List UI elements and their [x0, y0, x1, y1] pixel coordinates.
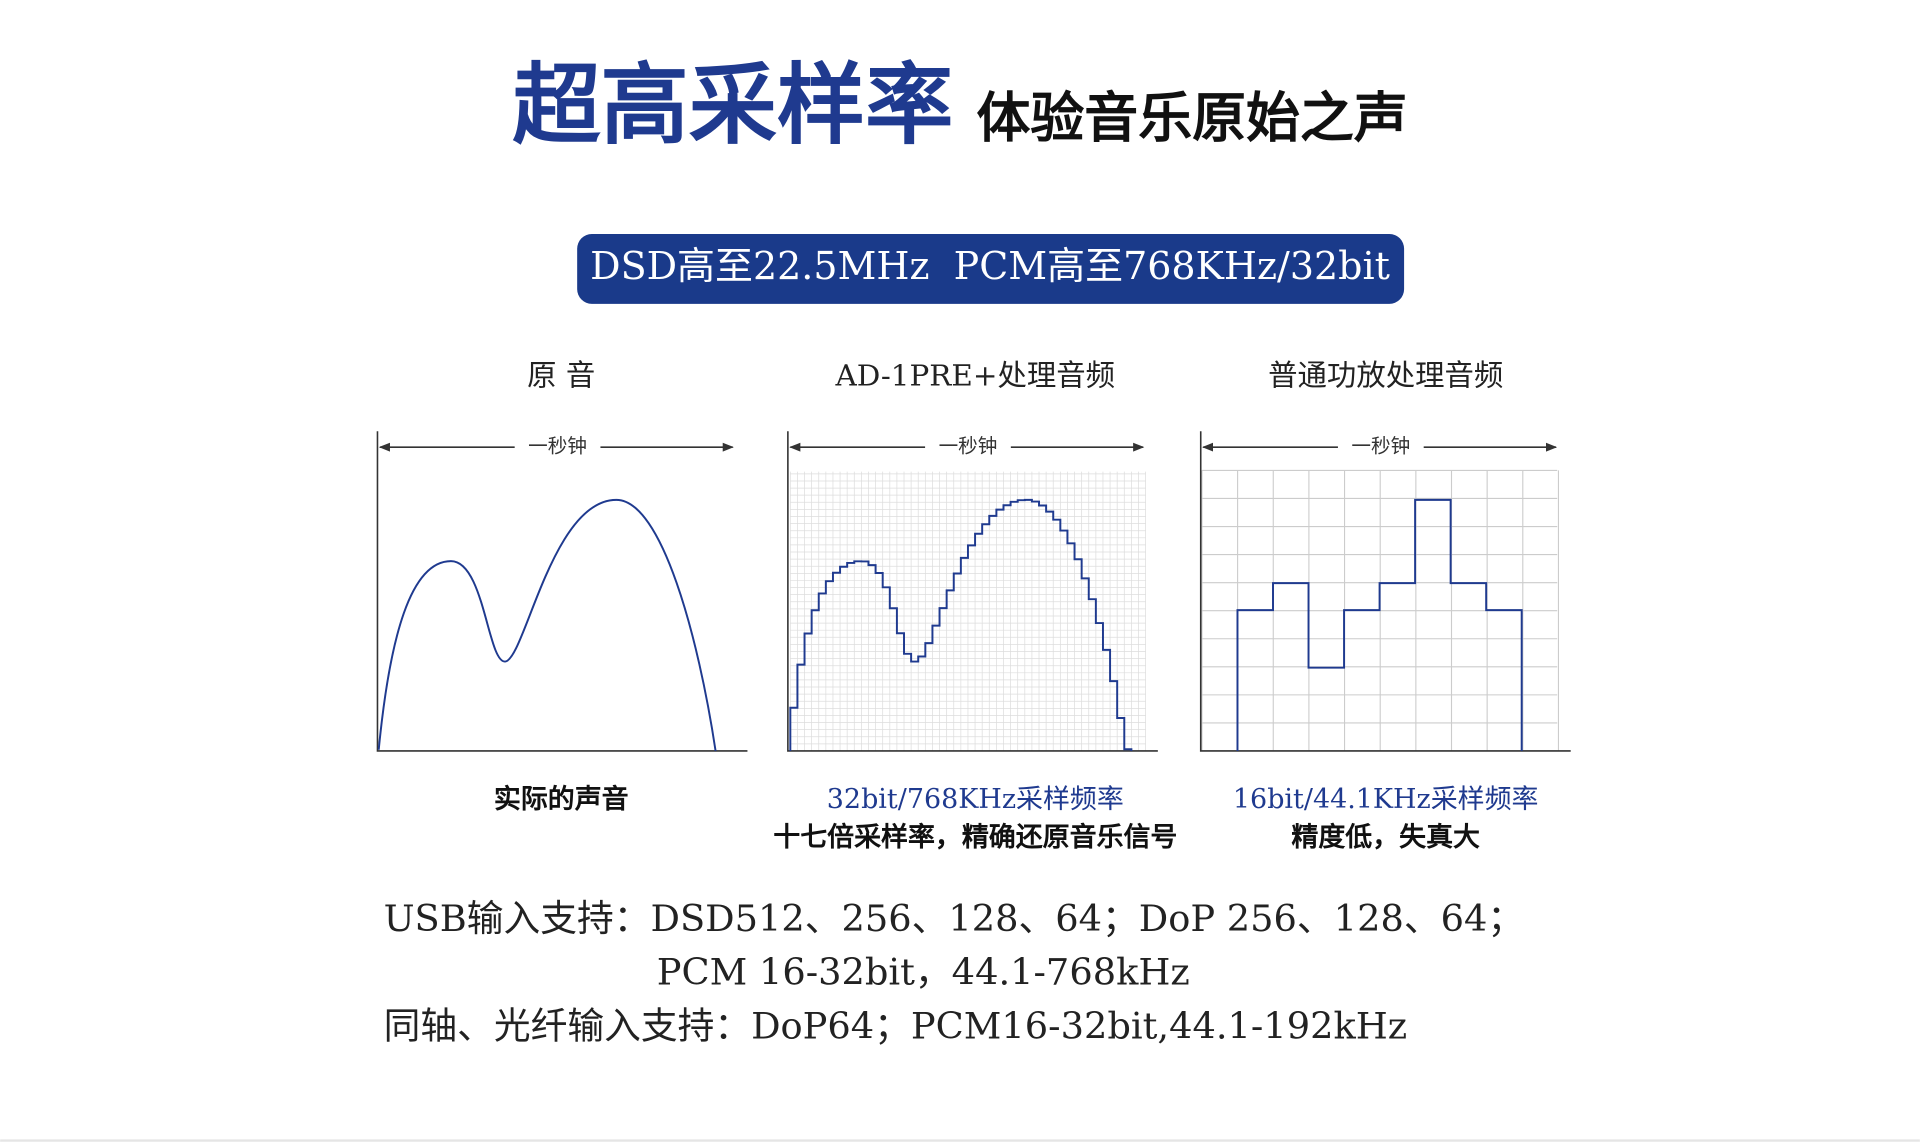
badge-bg [577, 233, 1405, 304]
waveform [789, 498, 1133, 751]
title: 超高采样率 [512, 53, 953, 157]
waveform [377, 498, 717, 752]
caption: 实际的声音 [494, 783, 629, 815]
axes [1199, 431, 1571, 752]
panel-heading: 原 音 [527, 358, 595, 392]
duration-label: 一秒钟 [1351, 435, 1410, 458]
spec-line: USB输入支持：DSD512、256、128、64；DoP 256、128、64… [384, 897, 1525, 940]
subtitle: 体验音乐原始之声 [977, 86, 1408, 150]
badge: DSD高至22.5MHz PCM高至768KHz/32bit [590, 244, 1390, 288]
panel-heading: 普通功放处理音频 [1268, 358, 1503, 392]
panel-heading: AD-1PRE+处理音频 [835, 358, 1116, 392]
caption-note: 精度低，失真大 [1291, 821, 1480, 853]
spec-line: 同轴、光纤输入支持：DoP64；PCM16-32bit,44.1-192kHz [384, 1005, 1408, 1048]
caption-note: 十七倍采样率，精确还原音乐信号 [773, 821, 1177, 853]
axes [787, 431, 1158, 752]
caption: 32bit/768KHz采样频率 [827, 784, 1124, 815]
axes [376, 431, 748, 752]
caption: 16bit/44.1KHz采样频率 [1233, 784, 1539, 815]
duration-label: 一秒钟 [528, 435, 587, 458]
spec-line: PCM 16-32bit，44.1-768kHz [657, 951, 1190, 994]
duration-label: 一秒钟 [939, 435, 998, 458]
waveform [1236, 498, 1523, 751]
